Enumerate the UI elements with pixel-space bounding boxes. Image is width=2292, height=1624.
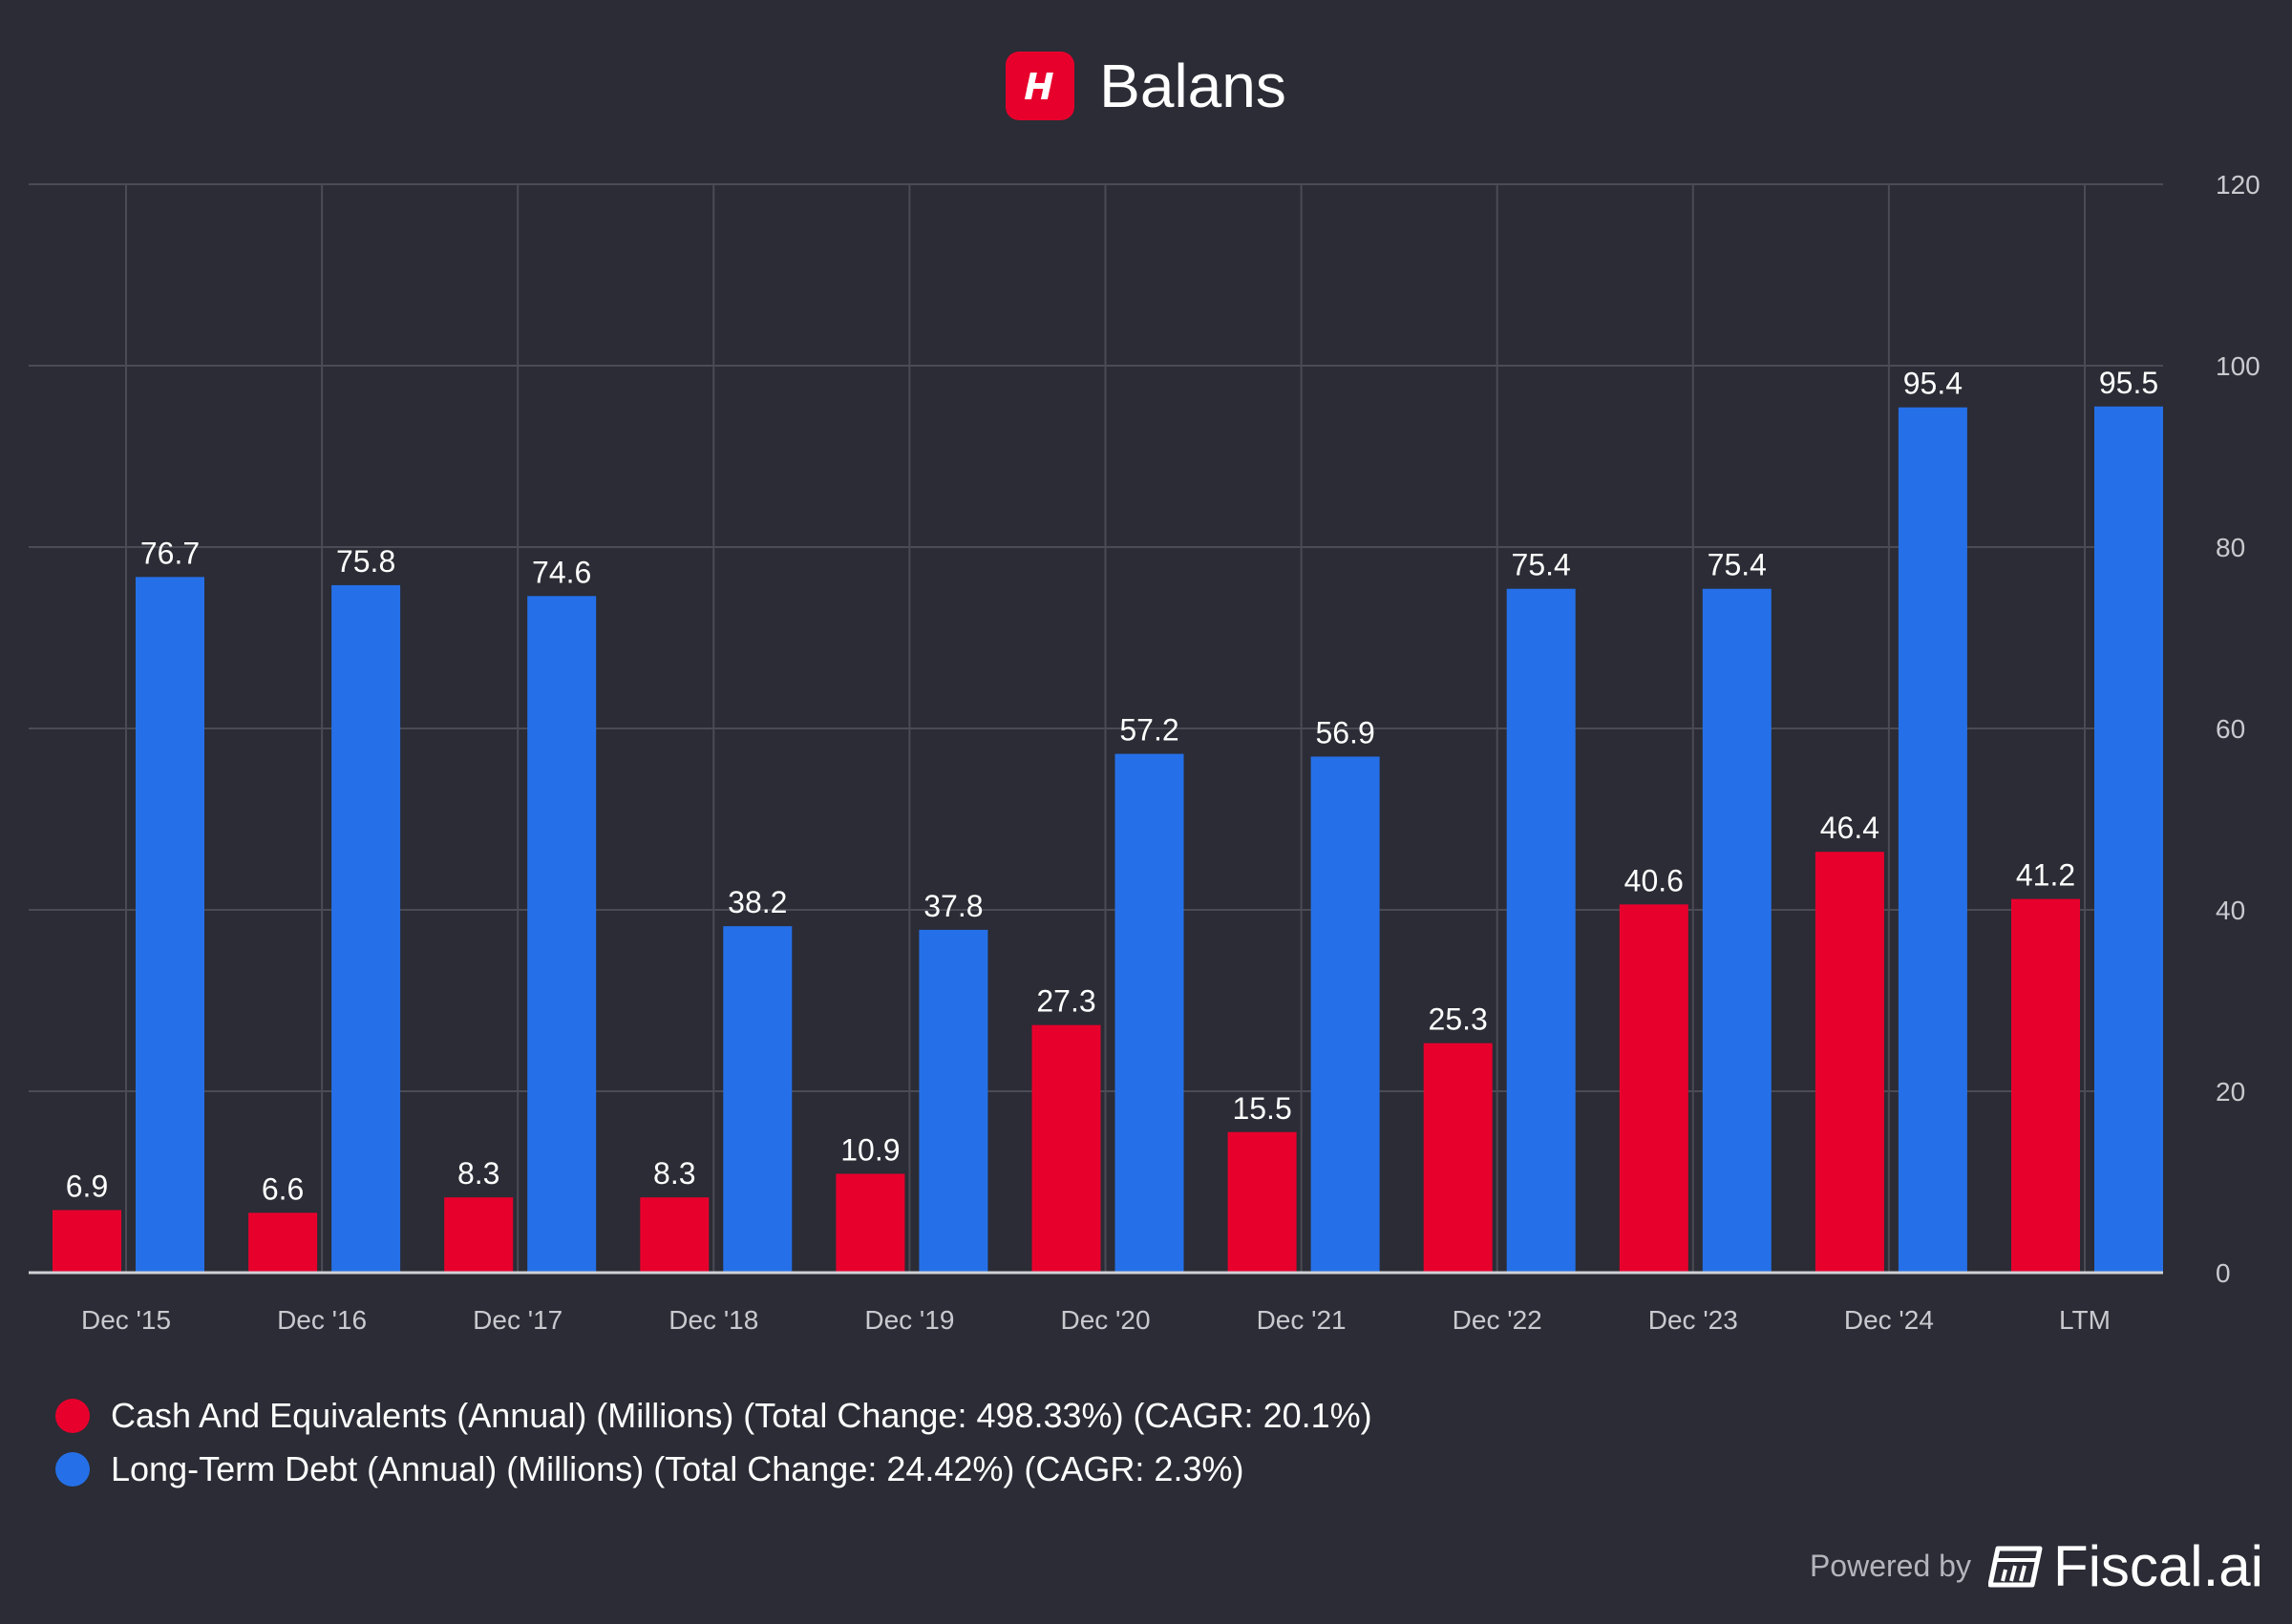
x-tick-label: Dec '15 bbox=[81, 1305, 171, 1335]
data-label-layer: 6.9 6.6 8.3 8.3 10.9 27.3 15.5 25.3 40.6 46.4 41.2… bbox=[66, 366, 2158, 1207]
data-label-cash: 6.9 bbox=[66, 1169, 108, 1203]
data-label-debt: 75.4 bbox=[1708, 548, 1767, 582]
brand-name[interactable]: Fiscal.ai bbox=[2052, 1534, 2263, 1598]
x-tick-label: Dec '18 bbox=[668, 1305, 758, 1335]
chart-title: Balans bbox=[1099, 52, 1286, 120]
bar-debt[interactable] bbox=[1898, 407, 1967, 1273]
y-tick-label: 40 bbox=[2216, 896, 2245, 925]
bar-cash[interactable] bbox=[1814, 852, 1884, 1273]
x-tick-label: Dec '19 bbox=[864, 1305, 954, 1335]
data-label-debt: 37.8 bbox=[923, 889, 983, 923]
powered-by-label: Powered by bbox=[1809, 1549, 1971, 1583]
data-label-cash: 8.3 bbox=[653, 1156, 695, 1191]
data-label-cash: 40.6 bbox=[1624, 863, 1684, 897]
bar-debt[interactable] bbox=[136, 577, 204, 1273]
bar-cash[interactable] bbox=[444, 1197, 514, 1273]
data-label-debt: 75.8 bbox=[336, 544, 395, 579]
data-label-cash: 8.3 bbox=[457, 1156, 499, 1191]
bar-debt[interactable] bbox=[527, 596, 597, 1273]
y-tick-label: 120 bbox=[2216, 170, 2260, 200]
data-label-cash: 27.3 bbox=[1036, 984, 1095, 1019]
legend-item-debt[interactable]: Long-Term Debt (Annual) (Millions) (Tota… bbox=[55, 1443, 1372, 1496]
bar-debt[interactable] bbox=[919, 929, 988, 1273]
x-tick-label: Dec '16 bbox=[277, 1305, 367, 1335]
data-label-cash: 46.4 bbox=[1820, 811, 1879, 845]
y-tick-label: 0 bbox=[2216, 1258, 2231, 1288]
data-label-cash: 10.9 bbox=[840, 1132, 900, 1167]
data-label-debt: 56.9 bbox=[1315, 715, 1374, 749]
y-tick-label: 20 bbox=[2216, 1077, 2245, 1107]
data-label-debt: 95.5 bbox=[2099, 366, 2158, 400]
x-tick-label: Dec '23 bbox=[1648, 1305, 1738, 1335]
x-tick-label: Dec '24 bbox=[1844, 1305, 1934, 1335]
x-tick-label: Dec '21 bbox=[1257, 1305, 1347, 1335]
bar-cash[interactable] bbox=[248, 1213, 318, 1273]
y-tick-label: 100 bbox=[2216, 351, 2260, 381]
legend-label-cash: Cash And Equivalents (Annual) (Millions)… bbox=[111, 1396, 1372, 1435]
bar-cash[interactable] bbox=[53, 1210, 121, 1273]
data-label-debt: 74.6 bbox=[532, 555, 591, 589]
chart-header: Balans bbox=[0, 46, 2292, 126]
bar-cash[interactable] bbox=[836, 1173, 905, 1273]
legend: Cash And Equivalents (Annual) (Millions)… bbox=[55, 1389, 1372, 1496]
bar-debt[interactable] bbox=[1702, 588, 1772, 1273]
data-label-cash: 25.3 bbox=[1429, 1002, 1488, 1037]
bar-chart: 6.9 6.6 8.3 8.3 10.9 27.3 15.5 25.3 40.6 46.4 41.2… bbox=[29, 170, 2260, 1335]
bar-cash[interactable] bbox=[1619, 904, 1688, 1273]
bar-debt[interactable] bbox=[723, 926, 793, 1273]
fiscal-logo-icon bbox=[1987, 1546, 2043, 1587]
data-label-cash: 41.2 bbox=[2016, 858, 2075, 893]
bar-cash[interactable] bbox=[2011, 898, 2080, 1273]
data-label-debt: 76.7 bbox=[140, 536, 200, 570]
data-label-debt: 75.4 bbox=[1512, 548, 1571, 582]
data-label-debt: 57.2 bbox=[1119, 713, 1178, 748]
bar-debt[interactable] bbox=[1114, 753, 1184, 1273]
x-tick-label: LTM bbox=[2059, 1305, 2111, 1335]
legend-label-debt: Long-Term Debt (Annual) (Millions) (Tota… bbox=[111, 1449, 1244, 1488]
data-label-cash: 6.6 bbox=[262, 1171, 304, 1206]
legend-dot-cash bbox=[55, 1399, 90, 1433]
bar-cash[interactable] bbox=[1031, 1024, 1101, 1273]
legend-dot-debt bbox=[55, 1452, 90, 1487]
bar-debt[interactable] bbox=[1310, 756, 1380, 1273]
bar-debt[interactable] bbox=[331, 584, 401, 1273]
bar-cash[interactable] bbox=[1423, 1043, 1493, 1273]
y-tick-label: 60 bbox=[2216, 714, 2245, 744]
company-logo bbox=[1006, 52, 1075, 120]
y-tick-label: 80 bbox=[2216, 533, 2245, 562]
x-tick-label: Dec '20 bbox=[1060, 1305, 1150, 1335]
bar-cash[interactable] bbox=[640, 1197, 710, 1273]
data-label-debt: 95.4 bbox=[1903, 367, 1963, 401]
legend-item-cash[interactable]: Cash And Equivalents (Annual) (Millions)… bbox=[55, 1389, 1372, 1443]
axis-layer: 0 20 40 60 80 100 120 Dec '15 Dec '16 Dec '17 Dec … bbox=[29, 170, 2260, 1335]
x-tick-label: Dec '22 bbox=[1453, 1305, 1542, 1335]
bar-debt[interactable] bbox=[1506, 588, 1576, 1273]
footer: Powered by Fiscal.ai bbox=[1810, 1533, 2263, 1599]
company-logo-icon bbox=[1025, 73, 1054, 99]
bar-cash[interactable] bbox=[1227, 1131, 1297, 1273]
bar-debt[interactable] bbox=[2094, 406, 2163, 1273]
bar-layer bbox=[53, 406, 2163, 1273]
x-tick-label: Dec '17 bbox=[473, 1305, 562, 1335]
data-label-debt: 38.2 bbox=[728, 885, 787, 919]
data-label-cash: 15.5 bbox=[1232, 1091, 1291, 1126]
